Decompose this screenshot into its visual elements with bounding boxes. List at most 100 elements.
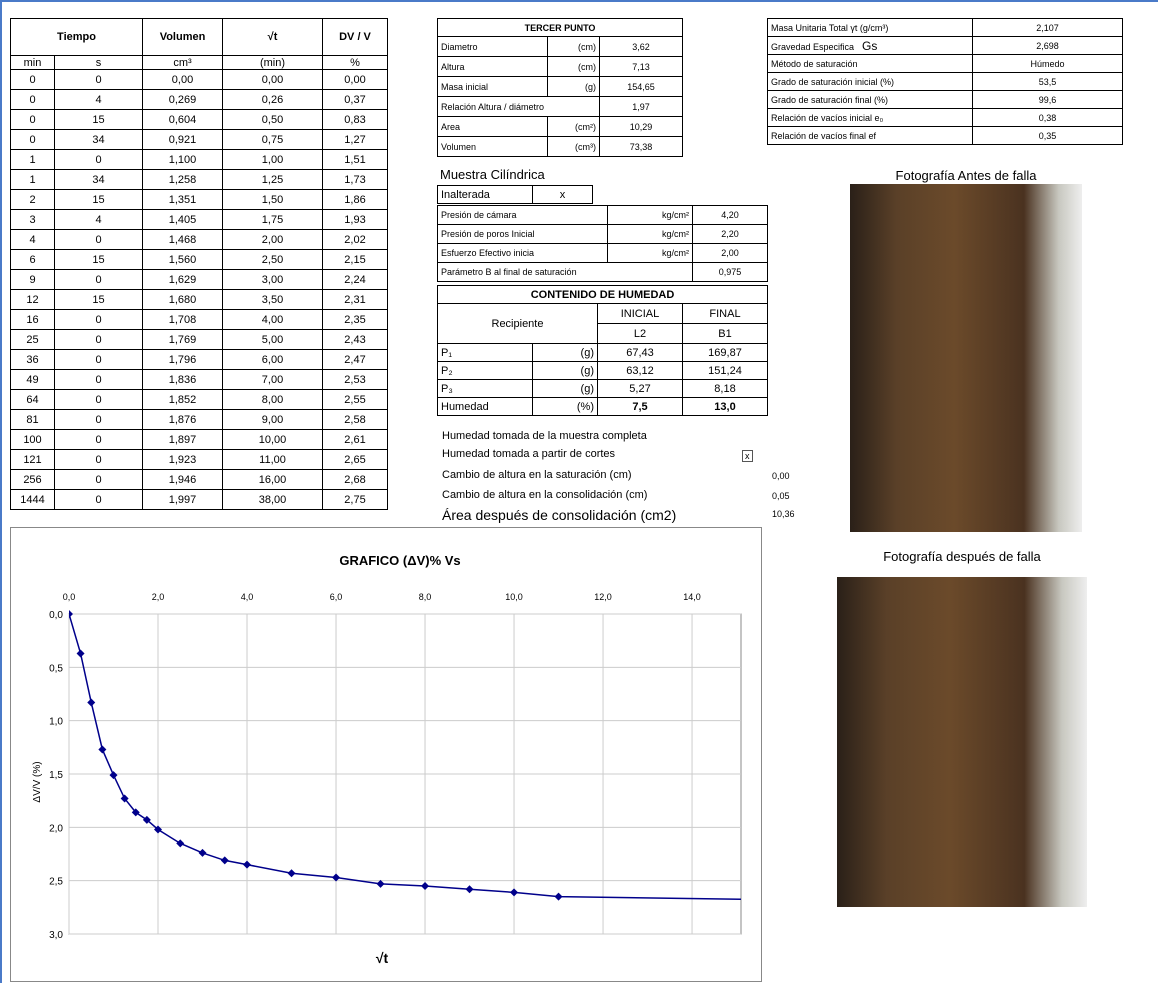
- cell: Volumen: [437, 136, 548, 157]
- y-tick-label: 0,0: [49, 610, 63, 621]
- value: 169,87: [682, 343, 768, 362]
- value: 0: [10, 89, 55, 110]
- x-tick-label: 4,0: [241, 592, 254, 602]
- value: 2,107: [972, 18, 1123, 37]
- value: 0: [53, 469, 144, 490]
- value: 12: [10, 289, 55, 310]
- value: 4,20: [692, 205, 768, 225]
- value: 0: [53, 429, 144, 450]
- marker: [154, 825, 163, 834]
- marker: [198, 848, 207, 857]
- value: 1,405: [142, 209, 224, 230]
- value: 0,00: [142, 69, 224, 90]
- y-tick-label: 2,0: [49, 823, 63, 834]
- value: 4: [53, 209, 144, 230]
- marker: [176, 839, 185, 848]
- value: 2,53: [322, 369, 389, 390]
- value: 36: [10, 349, 55, 370]
- series: [69, 610, 741, 901]
- value: 15: [53, 249, 144, 270]
- x-tick-label: 6,0: [330, 592, 343, 602]
- title: TERCER PUNTO: [436, 18, 684, 37]
- cell: Gravedad Especifica Gs: [767, 36, 973, 55]
- value: 2,58: [322, 409, 389, 430]
- cell: Inalterada: [437, 185, 533, 204]
- value: 1,27: [322, 129, 389, 150]
- value: 1,75: [222, 209, 324, 230]
- value: 1: [10, 149, 55, 170]
- marker: [109, 771, 118, 780]
- cell: (g): [547, 76, 600, 97]
- cell: x: [532, 185, 593, 204]
- value: 4,00: [222, 309, 324, 330]
- value: 2,00: [222, 229, 324, 250]
- note-value: 10,36: [772, 509, 795, 519]
- value: 6: [10, 249, 55, 270]
- tercer-punto-table: TERCER PUNTO Diametro (cm) 3,62 Altura (cm) 7,…: [436, 18, 684, 157]
- unit: s: [53, 55, 144, 70]
- cell: P₂: [437, 361, 533, 380]
- value: 15: [53, 289, 144, 310]
- marker: [510, 888, 519, 897]
- value: 1,97: [598, 96, 684, 117]
- value: 34: [53, 129, 144, 150]
- value: Húmedo: [972, 54, 1123, 73]
- title: CONTENIDO DE HUMEDAD: [437, 285, 768, 304]
- value: 11,00: [222, 449, 324, 470]
- cell: Area: [437, 116, 548, 137]
- value: 53,5: [972, 72, 1123, 91]
- marker: [287, 869, 296, 878]
- value: 10,29: [598, 116, 684, 137]
- cell: P₁: [437, 343, 533, 362]
- value: 38,00: [222, 489, 324, 510]
- moisture-table: CONTENIDO DE HUMEDAD Recipiente INICIAL FIN…: [437, 285, 768, 416]
- cell: (cm): [547, 56, 600, 77]
- cell: (cm³): [547, 136, 600, 157]
- cell: Presión de cámara: [437, 205, 608, 225]
- value: 0,269: [142, 89, 224, 110]
- chart-title: GRAFICO (ΔV)% Vs: [339, 553, 460, 568]
- y-axis-label: ΔV/V (%): [32, 761, 43, 802]
- symbol: Gs: [862, 38, 878, 53]
- y-tick-label: 2,5: [49, 877, 63, 888]
- unit: %: [322, 55, 389, 70]
- value: 2,698: [972, 36, 1123, 55]
- value: 63,12: [597, 361, 683, 380]
- value: 2,00: [692, 243, 768, 263]
- value: 81: [10, 409, 55, 430]
- x-tick-label: 14,0: [683, 592, 701, 602]
- note-value: 0,00: [772, 471, 790, 481]
- value: 1,629: [142, 269, 224, 290]
- cell: INICIAL: [597, 303, 683, 324]
- cell: Recipiente: [437, 303, 598, 344]
- cell: (g): [532, 361, 598, 380]
- value: 64: [10, 389, 55, 410]
- value: 8,18: [682, 379, 768, 398]
- note-text: Cambio de altura en la consolidación (cm…: [442, 489, 648, 501]
- marker: [554, 892, 563, 901]
- value: 1,86: [322, 189, 389, 210]
- value: 1,946: [142, 469, 224, 490]
- value: 0,37: [322, 89, 389, 110]
- table: Presión de cámara kg/cm² 4,20 Presión de po…: [437, 205, 768, 282]
- value: 13,0: [682, 397, 768, 416]
- value: 8,00: [222, 389, 324, 410]
- value: 0,26: [222, 89, 324, 110]
- value: 256: [10, 469, 55, 490]
- marker: [376, 879, 385, 888]
- value: 1,351: [142, 189, 224, 210]
- x-tick-label: 12,0: [594, 592, 612, 602]
- y-tick-label: 3,0: [49, 930, 63, 941]
- header: DV / V: [322, 18, 389, 56]
- value: 1,73: [322, 169, 389, 190]
- x-tick-label: 0,0: [63, 592, 76, 602]
- note-mark: x: [742, 450, 753, 462]
- value: 154,65: [598, 76, 684, 97]
- marker: [421, 882, 430, 890]
- value: 0: [53, 369, 144, 390]
- value: 15: [53, 109, 144, 130]
- properties-table: Masa Unitaria Total γt (g/cm³) 2,107 Grave…: [767, 18, 1123, 145]
- value: 0: [53, 329, 144, 350]
- value: 2,47: [322, 349, 389, 370]
- value: 3,50: [222, 289, 324, 310]
